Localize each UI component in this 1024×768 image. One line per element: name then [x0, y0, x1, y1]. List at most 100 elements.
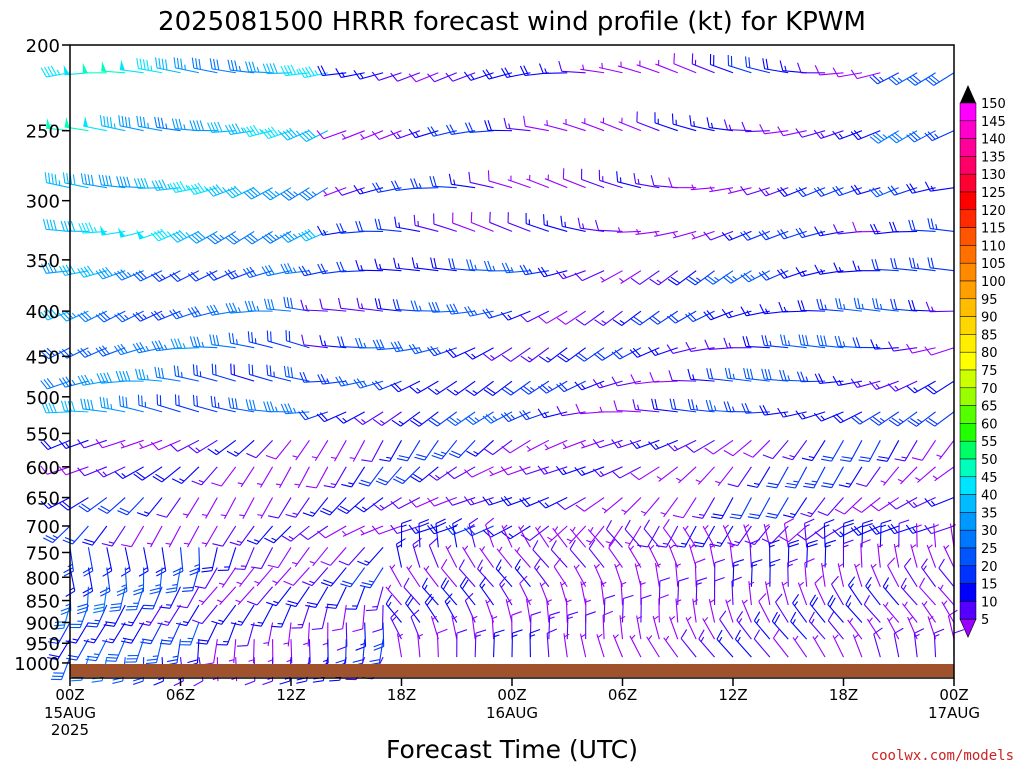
wind-speed-colorbar: 1501451401351301251201151101051009590858…: [959, 85, 1006, 638]
wind-barb: [194, 567, 218, 589]
wind-barb: [916, 523, 922, 548]
wind-barb: [482, 411, 513, 424]
y-tick-label: 350: [26, 251, 60, 272]
wind-barb: [187, 182, 218, 195]
colorbar-swatch: [959, 102, 977, 122]
wind-barb: [227, 59, 255, 74]
wind-barb: [40, 307, 71, 321]
wind-barb: [666, 439, 697, 452]
wind-barb: [262, 63, 292, 75]
wind-barb: [136, 229, 163, 240]
wind-barb: [611, 376, 642, 387]
wind-barb: [465, 380, 494, 396]
wind-barb: [870, 339, 899, 350]
wind-barb: [680, 629, 697, 658]
wind-barb: [283, 365, 310, 382]
wind-barb: [863, 595, 881, 623]
wind-barb: [254, 567, 274, 587]
wind-barb: [360, 525, 384, 536]
chart-title: 2025081500 HRRR forecast wind profile (k…: [158, 7, 866, 37]
wind-barb: [782, 439, 808, 461]
wind-barb: [201, 547, 218, 573]
wind-barb: [652, 615, 660, 640]
wind-barb: [159, 622, 181, 645]
wind-barb: [580, 581, 587, 606]
colorbar-label: 45: [981, 471, 998, 486]
wind-barb: [105, 638, 126, 662]
wind-barb: [827, 611, 844, 640]
wind-barb: [808, 611, 826, 640]
wind-barb: [744, 56, 770, 74]
wind-barb: [319, 298, 347, 312]
wind-barb: [685, 341, 715, 352]
wind-barb: [446, 380, 476, 396]
wind-barb: [305, 586, 329, 609]
wind-barb: [77, 466, 108, 477]
wind-barb: [135, 368, 163, 382]
wind-barb: [302, 567, 329, 587]
wind-barb: [832, 375, 863, 386]
wind-barb: [256, 466, 274, 488]
wind-barb: [285, 330, 310, 349]
wind-barb: [743, 439, 771, 458]
wind-barb: [772, 629, 789, 658]
wind-barb: [887, 380, 918, 392]
colorbar-label: 40: [981, 489, 998, 504]
wind-barb: [924, 130, 955, 142]
wind-barb: [753, 611, 771, 640]
wind-barb: [630, 466, 660, 481]
wind-barb: [727, 466, 752, 488]
wind-barb: [919, 577, 936, 606]
wind-barb: [839, 440, 863, 462]
wind-barb: [142, 586, 163, 610]
colorbar-swatch: [959, 476, 977, 495]
wind-barb: [526, 174, 550, 189]
wind-barb: [847, 617, 863, 640]
wind-barb: [943, 544, 955, 568]
credit-link[interactable]: coolwx.com/models: [871, 748, 1014, 764]
wind-barb: [156, 394, 181, 413]
wind-barb: [616, 171, 642, 189]
wind-barb: [692, 497, 716, 519]
wind-barb: [102, 622, 126, 644]
x-tick-label: 00Z: [55, 686, 84, 704]
wind-barb: [702, 524, 716, 548]
wind-barb: [83, 116, 107, 132]
wind-barb: [816, 334, 844, 349]
wind-barb: [119, 59, 144, 74]
wind-barb: [236, 567, 255, 587]
colorbar-swatch: [959, 138, 977, 157]
wind-barb: [882, 601, 900, 623]
wind-barb: [764, 581, 771, 606]
wind-barb: [261, 264, 292, 277]
wind-barb: [933, 628, 945, 658]
y-tick-label: 550: [26, 424, 60, 445]
wind-barb: [795, 187, 826, 198]
wind-barb: [797, 300, 826, 312]
wind-barb: [305, 466, 329, 489]
wind-barb: [462, 545, 476, 568]
wind-barb: [136, 497, 163, 517]
colorbar-label: 30: [981, 524, 998, 539]
wind-barb: [565, 598, 572, 623]
wind-barb: [575, 310, 605, 326]
wind-barb: [196, 622, 218, 645]
wind-barb: [109, 586, 126, 612]
wind-barb: [374, 298, 402, 312]
wind-barb: [470, 211, 494, 232]
wind-barb: [483, 380, 513, 396]
wind-barb: [459, 576, 476, 606]
x-tick-label: 18Z: [387, 686, 416, 704]
wind-barb: [132, 270, 163, 282]
wind-barb: [761, 334, 789, 349]
wind-barb: [662, 518, 679, 548]
wind-barb: [216, 586, 237, 605]
wind-barb: [734, 629, 752, 658]
wind-barb: [814, 65, 844, 76]
wind-barb: [630, 270, 660, 285]
wind-barb: [587, 527, 605, 548]
wind-barb: [511, 629, 523, 658]
wind-barb: [192, 394, 218, 413]
colorbar-label: 5: [981, 613, 989, 628]
colorbar-label: 100: [981, 275, 1006, 290]
